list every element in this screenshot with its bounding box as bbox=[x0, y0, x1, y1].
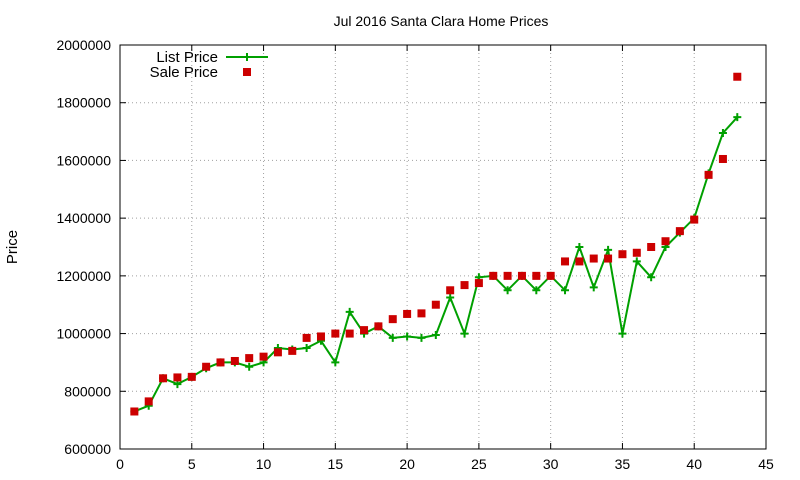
list-price-point bbox=[331, 358, 340, 367]
list-price-point bbox=[733, 113, 742, 122]
sale-price-point bbox=[718, 154, 727, 163]
sale-price-point bbox=[374, 322, 383, 331]
list-price-point bbox=[417, 333, 426, 342]
plot-frame bbox=[119, 44, 767, 450]
list-price-point bbox=[575, 243, 584, 251]
sale-price-point bbox=[632, 248, 641, 257]
list-price-line bbox=[133, 116, 739, 413]
sale-price-point bbox=[733, 72, 742, 81]
legend-sale-price-marker bbox=[243, 68, 251, 76]
sale-price-point bbox=[690, 215, 699, 224]
sale-price-point bbox=[273, 348, 282, 357]
y-tick-label: 1000000 bbox=[56, 326, 111, 342]
sale-price-point bbox=[604, 254, 613, 263]
sale-price-point bbox=[159, 374, 168, 383]
y-tick-label: 2000000 bbox=[56, 37, 111, 53]
sale-price-point bbox=[403, 309, 412, 318]
list-price-point bbox=[604, 245, 613, 254]
list-price-point bbox=[460, 329, 469, 338]
sale-price-point bbox=[474, 279, 483, 288]
x-tick-label: 45 bbox=[758, 456, 774, 472]
sale-price-point bbox=[647, 243, 656, 251]
list-price-point bbox=[532, 286, 541, 295]
list-price-point bbox=[618, 329, 627, 338]
list-price-point bbox=[446, 293, 455, 302]
sale-price-point bbox=[661, 237, 670, 246]
sale-price-point bbox=[561, 257, 570, 266]
legend-sale-price-label: Sale Price bbox=[150, 64, 218, 81]
sale-price-point bbox=[431, 300, 440, 309]
sale-price-point bbox=[360, 326, 369, 335]
y-tick-label: 800000 bbox=[64, 383, 111, 399]
legend-list-price-label: List Price bbox=[156, 49, 218, 66]
axes: 0 5 10 15 20 25 30 35 40 45 600000 800000 1000000 120… bbox=[56, 37, 774, 472]
grid-lines bbox=[120, 45, 766, 449]
sale-price-point bbox=[446, 286, 455, 295]
x-tick-label: 0 bbox=[116, 456, 124, 472]
sale-price-point bbox=[302, 333, 311, 342]
y-tick-label: 1200000 bbox=[56, 268, 111, 284]
y-axis-label: Price bbox=[4, 230, 21, 264]
sale-price-point bbox=[230, 356, 239, 365]
y-tick-label: 1400000 bbox=[56, 210, 111, 226]
sale-price-point bbox=[589, 254, 598, 263]
x-tick-label: 15 bbox=[328, 456, 344, 472]
sale-price-point bbox=[331, 329, 340, 338]
sale-price-point bbox=[417, 309, 426, 318]
sale-price-point bbox=[460, 281, 469, 290]
sale-price-point bbox=[489, 271, 498, 280]
list-price-point bbox=[632, 257, 641, 266]
sale-price-point bbox=[675, 227, 684, 236]
list-price-point bbox=[718, 129, 727, 138]
list-price-point bbox=[431, 331, 440, 340]
sale-price-point bbox=[704, 170, 713, 179]
x-tick-label: 10 bbox=[256, 456, 272, 472]
sale-price-point bbox=[173, 373, 182, 382]
sale-price-point bbox=[532, 271, 541, 280]
sale-price-point bbox=[345, 329, 354, 338]
list-price-point bbox=[302, 344, 311, 352]
sale-price-point bbox=[130, 407, 139, 416]
sale-price-point bbox=[503, 271, 512, 280]
sale-price-point bbox=[245, 354, 254, 363]
x-tick-label: 35 bbox=[615, 456, 631, 472]
x-tick-label: 30 bbox=[543, 456, 559, 472]
x-tick-label: 20 bbox=[399, 456, 415, 472]
sale-price-point bbox=[575, 257, 584, 266]
sale-price-point bbox=[316, 332, 325, 341]
sale-price-point bbox=[388, 315, 397, 324]
list-price-point bbox=[503, 286, 512, 295]
list-price-point bbox=[589, 283, 598, 292]
y-tick-label: 600000 bbox=[64, 441, 111, 457]
list-price-point bbox=[561, 286, 570, 295]
sale-price-point bbox=[546, 271, 555, 280]
list-price-point bbox=[245, 362, 254, 371]
plot-area bbox=[130, 72, 742, 416]
sale-price-point bbox=[216, 358, 225, 367]
sale-price-point bbox=[259, 352, 268, 361]
x-tick-label: 40 bbox=[686, 456, 702, 472]
sale-price-point bbox=[144, 397, 153, 406]
y-tick-label: 1800000 bbox=[56, 95, 111, 111]
sale-price-point bbox=[618, 250, 627, 259]
y-tick-label: 1600000 bbox=[56, 152, 111, 168]
list-price-point bbox=[388, 333, 397, 342]
x-tick-label: 25 bbox=[471, 456, 487, 472]
sale-price-point bbox=[187, 372, 196, 381]
list-price-point bbox=[647, 273, 656, 282]
sale-price-point bbox=[202, 362, 211, 371]
chart-title: Jul 2016 Santa Clara Home Prices bbox=[334, 13, 549, 29]
legend-list-price-marker bbox=[243, 53, 251, 61]
sale-price-point bbox=[517, 271, 526, 280]
list-price-point bbox=[345, 307, 354, 316]
sale-price-point bbox=[288, 346, 297, 355]
x-tick-label: 5 bbox=[188, 456, 196, 472]
list-price-point bbox=[403, 332, 412, 341]
